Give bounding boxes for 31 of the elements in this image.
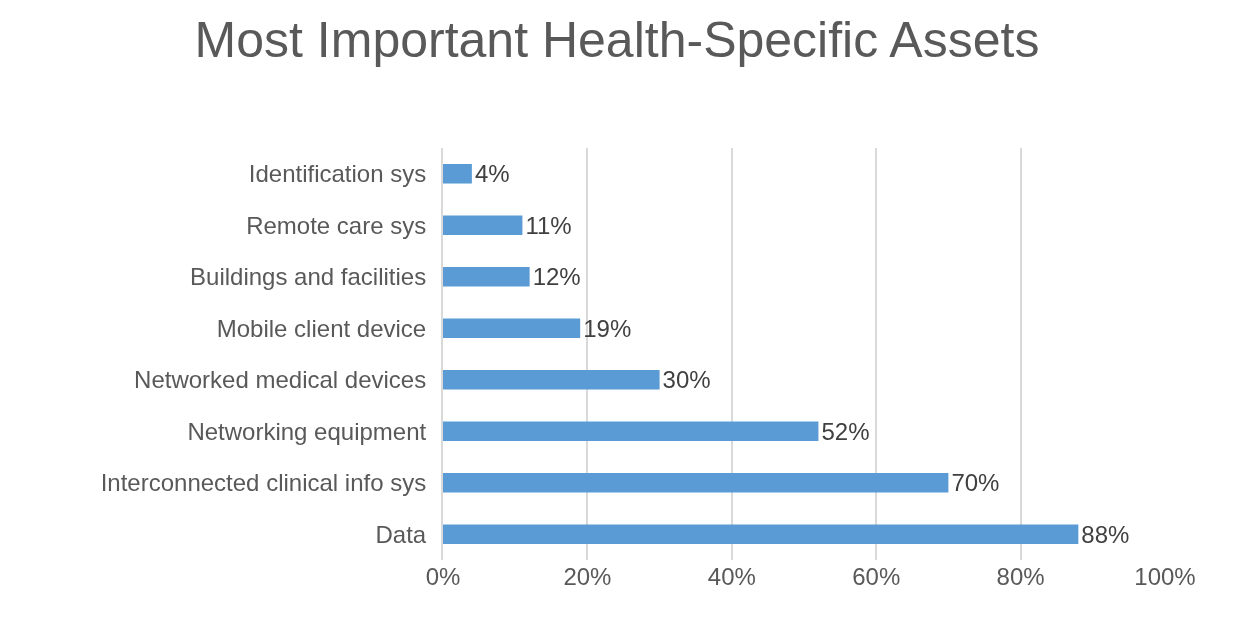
data-label: 4% bbox=[474, 160, 510, 188]
x-tick-label: 80% bbox=[996, 563, 1045, 590]
bar bbox=[443, 472, 949, 493]
y-tick-label: Networking equipment bbox=[187, 417, 427, 445]
bar bbox=[443, 163, 472, 184]
y-tick-label: Remote care sys bbox=[246, 211, 427, 239]
y-tick-label: Data bbox=[375, 520, 427, 548]
bar bbox=[443, 266, 530, 287]
y-tick-label: Buildings and facilities bbox=[190, 263, 427, 291]
data-label: 52% bbox=[821, 417, 870, 445]
x-tick-label: 40% bbox=[707, 563, 756, 590]
bar bbox=[443, 369, 660, 390]
x-tick-label: 20% bbox=[563, 563, 612, 590]
data-label: 70% bbox=[951, 469, 1000, 497]
data-label: 30% bbox=[662, 366, 711, 394]
chart-title: Most Important Health-Specific Assets bbox=[194, 12, 1040, 69]
bar bbox=[443, 318, 581, 339]
data-label: 12% bbox=[532, 263, 581, 291]
data-label: 11% bbox=[525, 211, 572, 239]
y-tick-label: Networked medical devices bbox=[134, 366, 427, 394]
y-tick-label: Mobile client device bbox=[216, 314, 427, 342]
y-tick-label: Interconnected clinical info sys bbox=[100, 469, 427, 497]
bar bbox=[443, 421, 819, 442]
y-tick-label: Identification sys bbox=[248, 160, 427, 188]
data-label: 19% bbox=[583, 314, 632, 342]
data-label: 88% bbox=[1081, 520, 1130, 548]
bar bbox=[443, 524, 1079, 545]
bar bbox=[443, 215, 523, 236]
x-tick-label: 100% bbox=[1134, 563, 1196, 590]
x-tick-label: 0% bbox=[425, 563, 461, 590]
x-tick-label: 60% bbox=[852, 563, 901, 590]
